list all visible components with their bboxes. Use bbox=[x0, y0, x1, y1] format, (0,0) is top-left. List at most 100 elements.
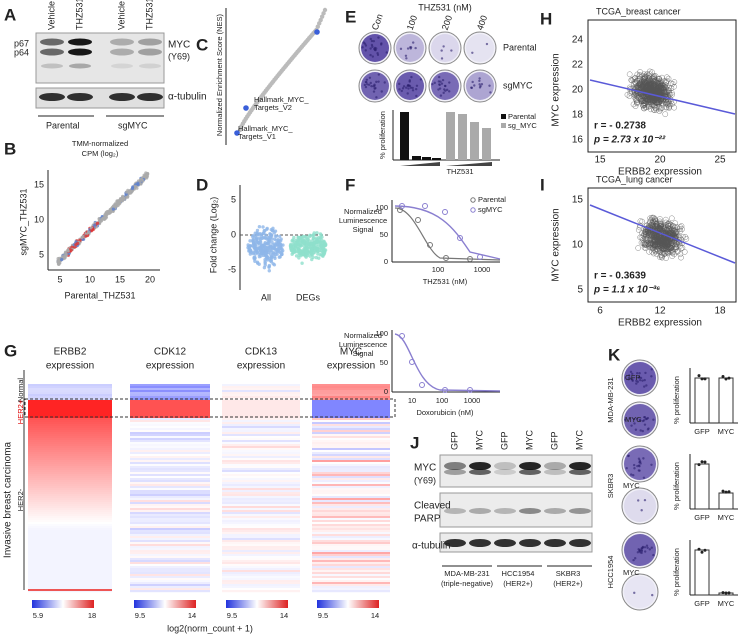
heatmap-row bbox=[222, 440, 300, 443]
heatmap-row bbox=[130, 392, 210, 395]
scatter-point bbox=[631, 93, 638, 100]
colony bbox=[398, 82, 401, 86]
column-header: CDK12 bbox=[154, 347, 187, 358]
heatmap-row bbox=[28, 390, 112, 393]
colony bbox=[373, 87, 376, 90]
heatmap-row bbox=[28, 544, 112, 547]
colony bbox=[640, 551, 643, 555]
x-tick-label: 25 bbox=[714, 155, 726, 166]
blot-label: MYC bbox=[168, 40, 190, 51]
heatmap-row bbox=[312, 438, 390, 441]
scatter-point bbox=[679, 233, 686, 240]
heatmap-row bbox=[222, 522, 300, 525]
column-header: CDK13 bbox=[245, 347, 278, 358]
panel-letter: I bbox=[540, 175, 545, 194]
heatmap-row bbox=[28, 468, 112, 471]
heatmap-row bbox=[28, 440, 112, 443]
bar bbox=[422, 157, 431, 160]
heatmap-row bbox=[130, 436, 210, 439]
heatmap-row bbox=[28, 412, 112, 415]
heatmap-row bbox=[130, 510, 210, 513]
swarm-point bbox=[281, 248, 285, 253]
heatmap-row bbox=[28, 430, 112, 433]
y-tick-label: -5 bbox=[228, 264, 236, 274]
data-point bbox=[443, 255, 449, 261]
scatter-point bbox=[666, 239, 672, 246]
plot-frame bbox=[587, 19, 737, 153]
blot-band bbox=[110, 48, 134, 56]
heatmap-row bbox=[222, 486, 300, 489]
data-point bbox=[415, 217, 421, 223]
scatter-point bbox=[631, 75, 638, 82]
colony bbox=[640, 509, 643, 512]
heatmap-row bbox=[28, 436, 112, 439]
heatmap-row bbox=[222, 526, 300, 529]
colony bbox=[414, 87, 418, 91]
heatmap-row bbox=[28, 540, 112, 543]
scatter-point bbox=[662, 89, 668, 96]
heatmap-row bbox=[28, 566, 112, 569]
heatmap-row bbox=[222, 516, 300, 519]
colony bbox=[406, 92, 409, 95]
heatmap-row bbox=[130, 390, 210, 393]
swarm-point bbox=[271, 226, 275, 231]
scatter-point bbox=[643, 229, 649, 235]
blot-label: α-tubulin bbox=[412, 541, 451, 552]
scale-label: 14 bbox=[188, 611, 196, 620]
heatmap-row bbox=[28, 522, 112, 525]
heatmap-row bbox=[130, 502, 210, 505]
heatmap-row bbox=[222, 478, 300, 481]
scatter-point bbox=[669, 80, 676, 87]
x-tick-label: 12 bbox=[654, 306, 666, 317]
heatmap-row bbox=[312, 476, 390, 479]
heatmap-row bbox=[222, 424, 300, 427]
blot bbox=[439, 492, 593, 528]
colony bbox=[630, 377, 633, 380]
heatmap-row bbox=[130, 430, 210, 433]
scatter-point bbox=[678, 223, 685, 229]
heatmap-row bbox=[222, 532, 300, 535]
scatter-point bbox=[629, 88, 635, 95]
scatter-point bbox=[651, 81, 658, 87]
heatmap-row bbox=[222, 504, 300, 507]
heatmap-row bbox=[130, 472, 210, 475]
heatmap-row bbox=[222, 462, 300, 465]
heatmap-row bbox=[312, 418, 390, 421]
blot-band bbox=[444, 539, 466, 547]
colony bbox=[401, 87, 405, 90]
heatmap-row bbox=[28, 434, 112, 437]
scatter-point bbox=[657, 105, 664, 112]
y-tick-label: 22 bbox=[572, 60, 584, 71]
heatmap-row bbox=[222, 454, 300, 457]
heatmap-row bbox=[222, 448, 300, 451]
heatmap-row bbox=[312, 446, 390, 449]
figure-graphics bbox=[23, 7, 738, 611]
swarm-point bbox=[274, 238, 278, 242]
p-value: p = 1.1 x 10⁻³⁶ bbox=[593, 285, 660, 296]
colony bbox=[369, 53, 372, 57]
heatmap-row bbox=[28, 414, 112, 417]
data-point bbox=[399, 333, 405, 339]
colony bbox=[471, 80, 474, 84]
bar bbox=[470, 122, 479, 160]
colony bbox=[632, 474, 635, 477]
colony bbox=[639, 429, 642, 432]
blot-band bbox=[569, 469, 591, 475]
column-header: MYC bbox=[340, 347, 362, 358]
heatmap-row bbox=[130, 412, 210, 415]
legend-swatch bbox=[501, 114, 506, 119]
colony bbox=[631, 379, 634, 382]
plate bbox=[624, 490, 656, 522]
heatmap-row bbox=[312, 422, 390, 425]
heatmap-row bbox=[222, 442, 300, 445]
heatmap-row bbox=[222, 468, 300, 471]
heatmap-row bbox=[222, 512, 300, 515]
swarm-point bbox=[308, 233, 312, 238]
heatmap-row bbox=[130, 544, 210, 547]
heatmap-row bbox=[28, 476, 112, 479]
scatter-point bbox=[124, 190, 129, 194]
y-tick-label: 5 bbox=[231, 194, 236, 204]
heatmap-row bbox=[222, 426, 300, 429]
colony bbox=[374, 47, 378, 50]
scatter-point bbox=[664, 101, 671, 108]
